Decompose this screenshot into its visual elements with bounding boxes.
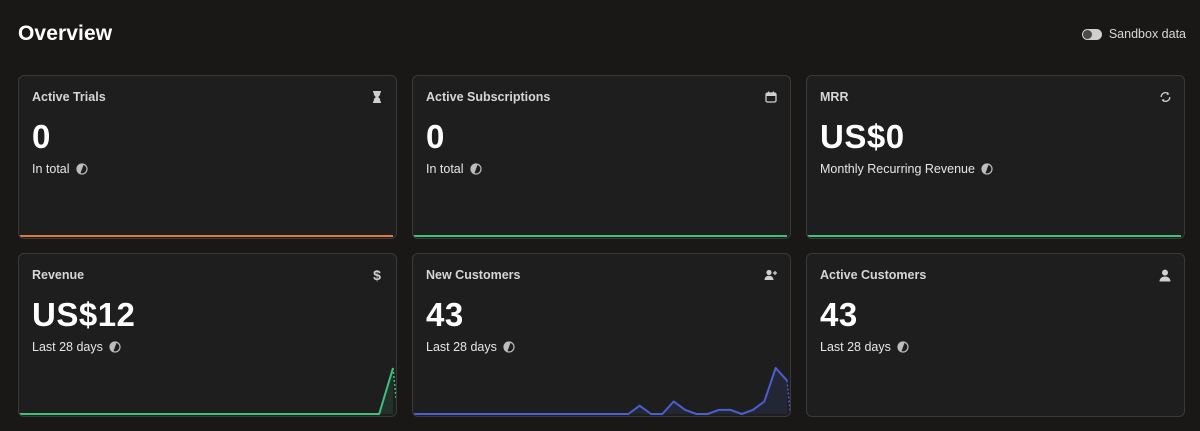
sparkline-mrr [807,235,1182,237]
card-subtitle: Last 28 days [820,340,909,354]
card-sub-label: In total [426,162,464,176]
dollar-icon: $ [373,267,381,283]
sandbox-toggle[interactable] [1081,28,1102,40]
card-new-customers[interactable]: New Customers 43 Last 28 days [412,253,791,417]
info-icon[interactable] [469,163,482,175]
card-label: Revenue [32,268,85,282]
sparkline-new-customers [413,367,790,415]
card-label: Active Subscriptions [426,90,551,104]
card-sub-label: Last 28 days [820,340,891,354]
info-icon[interactable] [503,341,515,353]
card-value: 43 [426,296,464,333]
sparkline-line [413,367,788,415]
card-mrr[interactable]: MRR US$0 Monthly Recurring Revenue [806,75,1185,239]
sparkline-area [19,368,394,414]
card-value: 0 [426,118,445,155]
refresh-icon [1158,90,1172,104]
hourglass-icon [370,90,384,104]
card-sub-label: Last 28 days [32,340,103,354]
card-label: New Customers [426,268,521,282]
card-active-customers[interactable]: Active Customers 43 Last 28 days [806,253,1185,417]
card-active-trials[interactable]: Active Trials 0 In total [18,75,397,239]
sandbox-toggle-group[interactable]: Sandbox data [1081,27,1186,41]
card-value: US$0 [820,118,905,155]
sparkline-trend [392,367,396,399]
card-revenue[interactable]: Revenue $ US$12 Last 28 days [18,253,397,417]
info-icon[interactable] [981,163,993,175]
card-subtitle: Last 28 days [426,340,515,354]
sparkline-area [413,368,788,414]
card-subtitle: Last 28 days [32,340,121,354]
info-icon[interactable] [75,163,88,175]
sandbox-label[interactable]: Sandbox data [1108,27,1186,41]
card-sub-label: In total [32,162,70,176]
card-subtitle: Monthly Recurring Revenue [820,162,993,176]
card-value: 43 [820,296,858,333]
card-sub-label: Monthly Recurring Revenue [820,162,975,176]
metrics-grid: Active Trials 0 In total Active Subscrip… [18,75,1186,417]
user-plus-icon [764,268,778,282]
card-label: Active Trials [32,90,106,104]
user-icon [1158,268,1172,282]
card-value: US$12 [32,296,136,333]
card-active-subscriptions[interactable]: Active Subscriptions 0 In total [412,75,791,239]
info-icon[interactable] [897,341,909,353]
card-subtitle: In total [426,162,482,176]
toggle-knob [1082,29,1092,39]
sparkline-line [19,367,394,415]
info-icon[interactable] [109,341,121,353]
sparkline-revenue [19,367,396,415]
card-label: Active Customers [820,268,927,282]
card-label: MRR [820,90,849,104]
sparkline-trend [786,380,790,411]
page-title: Overview [18,22,113,45]
header: Overview Sandbox data [18,0,1186,70]
card-value: 0 [32,118,51,155]
card-sub-label: Last 28 days [426,340,497,354]
sparkline-active-subscriptions [413,235,788,237]
calendar-icon [764,90,778,104]
sparkline-active-trials [19,235,394,237]
card-subtitle: In total [32,162,88,176]
